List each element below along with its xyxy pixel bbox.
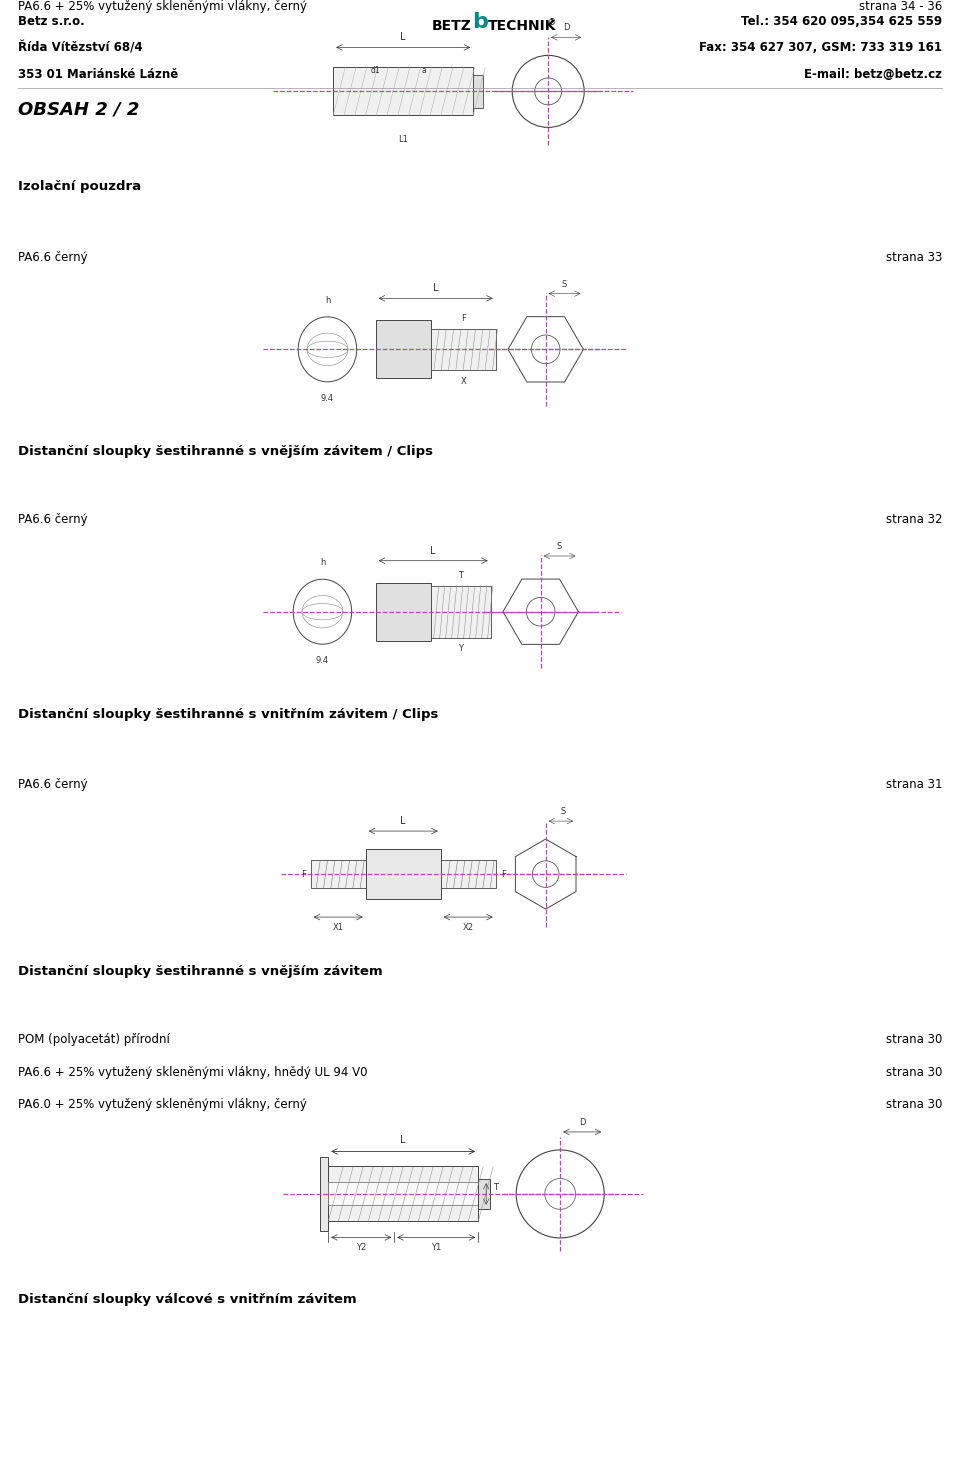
Text: Y2: Y2 xyxy=(356,1244,367,1253)
Text: PA6.6 + 25% vytužený skleněnými vlákny, hnědý UL 94 V0: PA6.6 + 25% vytužený skleněnými vlákny, … xyxy=(18,1066,368,1079)
Text: a: a xyxy=(421,65,426,75)
Text: S: S xyxy=(557,542,563,551)
Text: h: h xyxy=(320,559,325,567)
Text: L: L xyxy=(400,817,406,825)
Text: D: D xyxy=(579,1117,586,1128)
Text: OBSAH 2 / 2: OBSAH 2 / 2 xyxy=(18,100,139,118)
Text: L1: L1 xyxy=(398,136,408,144)
Text: L: L xyxy=(400,32,406,43)
Text: Izolační pouzdra: Izolační pouzdra xyxy=(18,180,141,193)
Text: F: F xyxy=(461,314,466,323)
Text: d1: d1 xyxy=(371,65,380,75)
Bar xyxy=(441,861,495,887)
Text: TECHNIK: TECHNIK xyxy=(488,19,557,32)
Text: strana 33: strana 33 xyxy=(886,251,942,264)
Bar xyxy=(328,1182,478,1206)
Text: PA6.6 černý: PA6.6 černý xyxy=(18,513,87,526)
Text: F: F xyxy=(300,870,305,879)
Bar xyxy=(311,861,366,887)
Bar xyxy=(473,75,483,108)
Text: 9.4: 9.4 xyxy=(321,394,334,402)
Text: Y: Y xyxy=(458,644,464,653)
Bar xyxy=(431,585,491,638)
Text: Tel.: 354 620 095,354 625 559: Tel.: 354 620 095,354 625 559 xyxy=(741,15,942,28)
Text: S: S xyxy=(562,280,567,289)
Text: 9.4: 9.4 xyxy=(316,656,329,665)
Text: Distanční sloupky šestihranné s vnějším závitem: Distanční sloupky šestihranné s vnějším … xyxy=(18,965,383,979)
Text: Betz s.r.o.: Betz s.r.o. xyxy=(18,15,84,28)
Text: strana 30: strana 30 xyxy=(886,1033,942,1047)
Text: BETZ: BETZ xyxy=(432,19,472,32)
Text: strana 31: strana 31 xyxy=(885,778,942,792)
Text: PA6.6 + 25% vytužený skleněnými vlákny, černý: PA6.6 + 25% vytužený skleněnými vlákny, … xyxy=(18,0,307,13)
Text: b: b xyxy=(472,12,488,32)
Text: S: S xyxy=(561,808,565,817)
Text: Y1: Y1 xyxy=(431,1244,442,1253)
Text: Distanční sloupky šestihranné s vnitřním závitem / Clips: Distanční sloupky šestihranné s vnitřním… xyxy=(18,708,439,721)
Bar xyxy=(375,582,431,641)
Text: h: h xyxy=(324,296,330,305)
Text: PA6.0 + 25% vytužený skleněnými vlákny, černý: PA6.0 + 25% vytužený skleněnými vlákny, … xyxy=(18,1098,307,1111)
Bar xyxy=(375,320,431,379)
Text: F: F xyxy=(501,870,506,879)
Text: POM (polyacetát) přírodní: POM (polyacetát) přírodní xyxy=(18,1033,170,1047)
Text: X2: X2 xyxy=(463,923,473,932)
Text: PA6.6 černý: PA6.6 černý xyxy=(18,778,87,792)
Text: Fax: 354 627 307, GSM: 733 319 161: Fax: 354 627 307, GSM: 733 319 161 xyxy=(699,41,942,55)
Text: T: T xyxy=(493,1182,498,1192)
Text: L: L xyxy=(400,1135,406,1145)
Bar xyxy=(321,1157,328,1231)
Text: Řída Vítězství 68/4: Řída Vítězství 68/4 xyxy=(18,41,143,55)
Text: PA6.6 černý: PA6.6 černý xyxy=(18,251,87,264)
Text: ®: ® xyxy=(548,18,556,27)
Text: strana 30: strana 30 xyxy=(886,1098,942,1111)
Text: E-mail: betz@betz.cz: E-mail: betz@betz.cz xyxy=(804,68,942,81)
Bar xyxy=(478,1179,491,1209)
Text: strana 32: strana 32 xyxy=(885,513,942,526)
Text: strana 34 - 36: strana 34 - 36 xyxy=(859,0,942,13)
Text: strana 30: strana 30 xyxy=(886,1066,942,1079)
Bar xyxy=(431,329,495,370)
Text: L: L xyxy=(433,283,439,293)
Text: X1: X1 xyxy=(333,923,344,932)
Bar xyxy=(333,68,473,115)
Text: D: D xyxy=(563,24,569,32)
Bar xyxy=(328,1166,478,1222)
Text: Distanční sloupky šestihranné s vnějším závitem / Clips: Distanční sloupky šestihranné s vnějším … xyxy=(18,445,433,458)
Text: 353 01 Mariánské Lázně: 353 01 Mariánské Lázně xyxy=(18,68,179,81)
Text: Distanční sloupky válcové s vnitřním závitem: Distanční sloupky válcové s vnitřním záv… xyxy=(18,1294,356,1306)
Text: T: T xyxy=(458,570,464,579)
Text: L: L xyxy=(430,545,436,556)
Text: X: X xyxy=(461,377,466,386)
Bar xyxy=(366,849,441,899)
